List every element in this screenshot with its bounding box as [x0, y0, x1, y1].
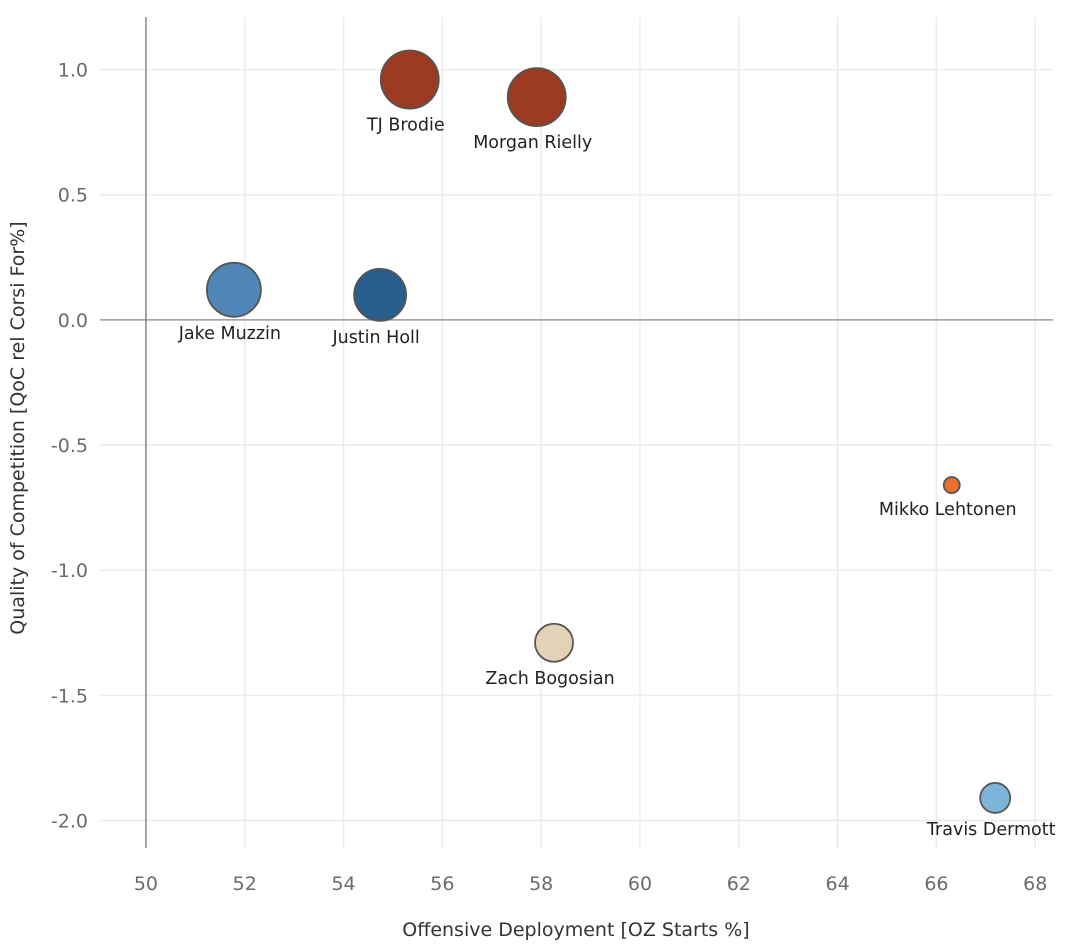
point-label: Justin Holl [331, 328, 419, 348]
data-point-group: TJ Brodie [366, 49, 445, 136]
point-label: Zach Bogosian [485, 669, 614, 689]
x-tick-label: 52 [233, 873, 257, 895]
point-label: Travis Dermott [926, 820, 1056, 840]
y-tick-label: -2.0 [51, 810, 88, 832]
y-tick-label: 0.5 [58, 185, 88, 207]
y-axis-ticks: 1.0 0.5 0.0 -0.5 -1.0 -1.5 -2.0 [51, 60, 88, 833]
data-point-group: Morgan Rielly [473, 67, 592, 153]
point-label: Morgan Rielly [473, 133, 592, 153]
y-tick-label: 1.0 [58, 60, 88, 82]
data-point-group: Travis Dermott [926, 782, 1056, 840]
data-point-group: Zach Bogosian [485, 622, 615, 689]
x-tick-label: 50 [134, 873, 158, 895]
data-point [205, 261, 262, 318]
reference-lines [100, 17, 1053, 848]
point-label: Jake Muzzin [178, 324, 281, 344]
data-point-group: Justin Holl [331, 267, 420, 348]
point-label: Mikko Lehtonen [879, 500, 1017, 520]
x-tick-label: 64 [826, 873, 850, 895]
data-point-group: Jake Muzzin [178, 261, 281, 344]
x-tick-label: 68 [1023, 873, 1047, 895]
point-label: TJ Brodie [366, 116, 445, 136]
data-point [534, 622, 574, 663]
x-tick-label: 56 [430, 873, 454, 895]
x-tick-label: 58 [529, 873, 553, 895]
y-tick-label: -1.5 [51, 685, 88, 707]
x-tick-label: 66 [924, 873, 948, 895]
y-tick-label: 0.0 [58, 310, 88, 332]
data-point-group: Mikko Lehtonen [879, 476, 1017, 520]
data-point [979, 782, 1012, 814]
x-axis-ticks: 50 52 54 56 58 60 62 64 66 68 [134, 873, 1047, 895]
data-points: TJ Brodie Morgan Rielly Jake Muzzin Justin … [178, 49, 1056, 840]
y-tick-label: -1.0 [51, 560, 88, 582]
y-axis-title: Quality of Competition [QoC rel Corsi Fo… [7, 221, 29, 634]
x-tick-label: 60 [628, 873, 652, 895]
data-point [506, 67, 567, 127]
x-tick-label: 54 [331, 873, 355, 895]
data-point [379, 49, 440, 110]
y-tick-label: -0.5 [51, 435, 88, 457]
x-tick-label: 62 [727, 873, 751, 895]
data-point [942, 476, 961, 494]
x-axis-title: Offensive Deployment [OZ Starts %] [402, 919, 749, 941]
data-point [353, 267, 408, 322]
